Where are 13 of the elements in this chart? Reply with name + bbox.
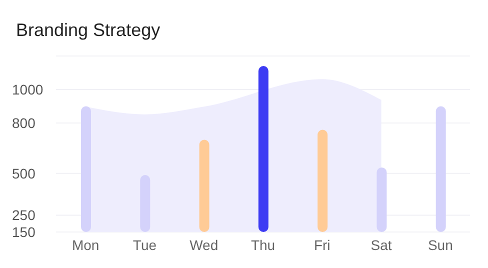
x-tick-label: Fri	[314, 236, 330, 253]
x-tick-label: Tue	[132, 236, 157, 253]
x-tick-label: Sun	[428, 236, 453, 253]
y-tick-label: 250	[12, 207, 36, 224]
chart-title: Branding Strategy	[15, 19, 162, 42]
y-tick-label: 800	[12, 115, 36, 132]
x-tick-label: Sat	[370, 236, 392, 253]
x-tick-label: Mon	[72, 236, 100, 253]
x-tick-label: Wed	[190, 236, 218, 253]
y-tick-label: 1000	[12, 81, 44, 98]
x-tick-label: Thu	[250, 236, 276, 253]
y-tick-label: 150	[12, 224, 36, 240]
y-tick-label: 500	[12, 165, 36, 182]
